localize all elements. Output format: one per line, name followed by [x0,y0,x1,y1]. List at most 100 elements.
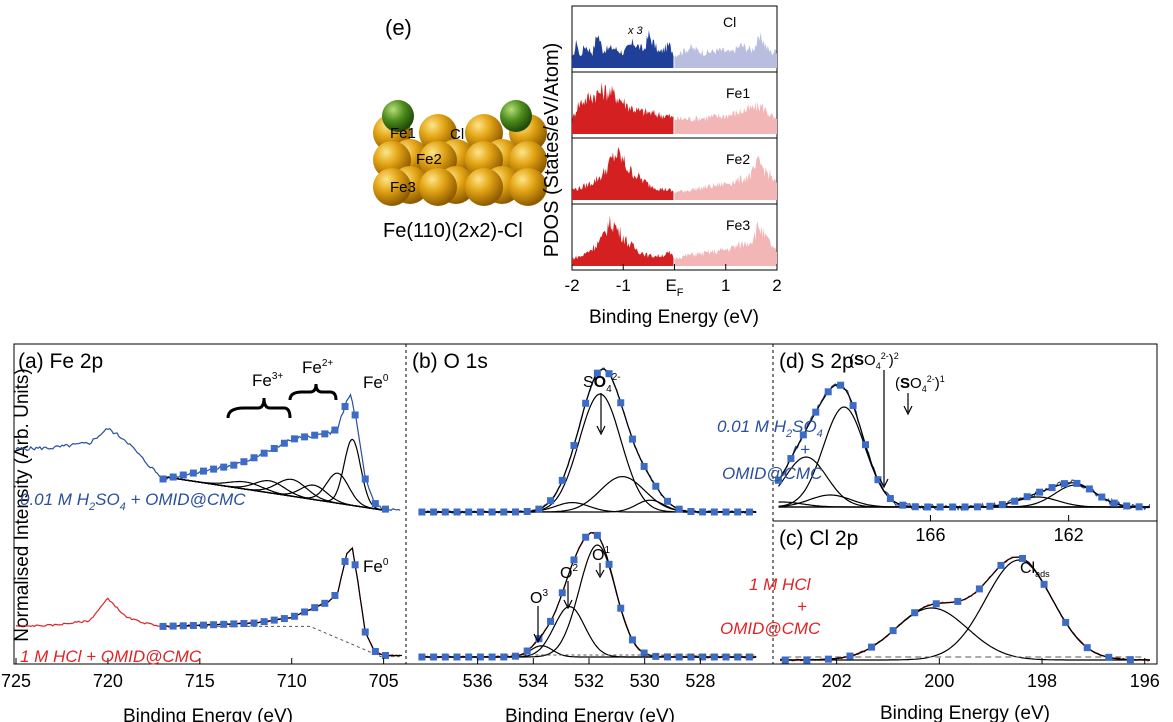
xps-y-label: Normalised Intensity (Arb. Units) [12,368,33,641]
panel-d-plot [774,381,1151,512]
panel-e-label: (e) [385,15,412,40]
cl2p-marker [911,609,919,617]
o1s-tick-label: 536 [463,671,493,691]
fe2p-top-marker [270,445,278,453]
o1s-top-marker [722,508,730,516]
o1s-bottom-marker [476,653,484,661]
o1s-tick-label: 532 [574,671,604,691]
fe2p-top-marker [371,500,379,508]
fe2p-top-marker [381,505,389,513]
cl2p-tick-label: 196 [1130,671,1160,691]
o1s-bottom-marker [535,635,543,643]
o1s-bottom-marker [582,533,590,541]
fe-atom [509,141,547,179]
o1s-bottom-marker [488,653,496,661]
pdos-x-ticks: -2 -1 EF 1 2 [564,264,782,299]
o1s-bottom-marker [547,617,555,625]
fe2p-tick-label: 725 [1,671,31,691]
o1s-top-marker [570,441,578,449]
pdos-tick-label: EF [665,276,683,299]
o1s-bottom-envelope [421,532,757,658]
fe2p-top-marker [230,461,238,469]
panel-d-condition-3: OMID@CMC [722,464,823,483]
cl2p-marker [975,585,983,593]
panel-c-condition-2: + [797,597,807,616]
cl2p-marker [1105,653,1113,661]
o1s-top-marker [710,508,718,516]
pdos-occupied-fe1 [572,82,674,134]
pdos-scale-note: x 3 [627,25,644,37]
fe2p-bottom-marker [361,628,369,636]
pdos-occupied-fe3 [572,215,674,266]
o1s-top-marker [617,399,625,407]
s2p-marker [973,503,981,511]
fe2p-bottom-marker [179,622,187,630]
fe-atom [419,168,457,206]
s2p-marker [1011,497,1019,505]
fe0-top-label: Fe0 [363,373,389,392]
o1s-bottom-marker [430,653,438,661]
fe2p-top-marker [189,469,197,477]
cl2p-marker [997,561,1005,569]
o1s-bottom-marker [675,653,683,661]
o1s-bottom-marker [617,604,625,612]
o1s-bottom-marker [687,653,695,661]
o1-label: O1 [592,545,610,564]
fe2p-top-marker [361,475,369,483]
cl2p-spectrum [780,556,1151,662]
fe110-cl-structure [373,100,547,206]
cl2p-marker [868,643,876,651]
s2p-marker [787,455,795,463]
o1s-top-marker [523,507,531,515]
s2p-marker [961,503,969,511]
fe2p-bottom-marker [341,557,349,565]
cl2p-marker [889,627,897,635]
so4-2-arrowhead [879,478,889,489]
xps-frame: Normalised Intensity (Arb. Units) [12,343,1158,665]
cl2p-tick-label: 200 [924,671,954,691]
panel-b-plot [418,367,757,661]
o1s-bottom-marker [640,649,648,657]
fe2p-top-marker [169,473,177,481]
pdos-series-label-fe3: Fe3 [726,217,750,233]
fe2p-bottom-marker [250,619,258,627]
panel-d-condition-2: + [800,440,810,459]
cl2p-marker [781,656,789,664]
o1s-bottom-marker [745,653,753,661]
fe2p-bottom-marker [220,620,228,628]
cl2p-marker [846,652,854,660]
o1s-top-marker [699,508,707,516]
o1s-bottom-marker [523,647,531,655]
o1s-bottom-marker [453,653,461,661]
fe2p-top-marker [331,426,339,434]
o1s-bottom-marker [710,653,718,661]
o1s-top-marker [476,508,484,516]
atom-label-fe3: Fe3 [390,179,416,196]
fe2p-top-marker [240,458,248,466]
o1s-bottom-marker [558,589,566,597]
atom-label-cl: Cl [450,126,464,143]
s2p-marker [837,381,845,389]
pdos-ef-subscript: F [677,287,684,299]
atom-label-fe1: Fe1 [390,125,416,142]
s2p-spectrum [777,382,1151,512]
fe2p-bottom-marker [311,604,319,612]
panel-a-top-condition: 0.01 M H2SO4 + OMID@CMC [20,490,246,513]
s2p-marker [874,476,882,484]
fe2p-bottom-marker [381,652,389,660]
s2p-marker [849,402,857,410]
cl2p-tick-label: 202 [822,671,852,691]
s2p-marker [986,502,994,510]
fe2p-top-marker [290,435,298,443]
o1s-top-marker [558,476,566,484]
fe3-brace [226,397,292,419]
cl2p-component [780,559,1150,661]
s2p-tick-label: 166 [915,525,945,545]
o1s-bottom-marker [500,653,508,661]
atom-label-fe2: Fe2 [416,151,442,168]
o1s-top-marker [535,505,543,513]
pdos-series-label-fe1: Fe1 [726,85,750,101]
fe2p-bottom-marker [230,620,238,628]
fe2p-bottom-marker [260,618,268,626]
fe2p-bottom-marker [169,622,177,630]
